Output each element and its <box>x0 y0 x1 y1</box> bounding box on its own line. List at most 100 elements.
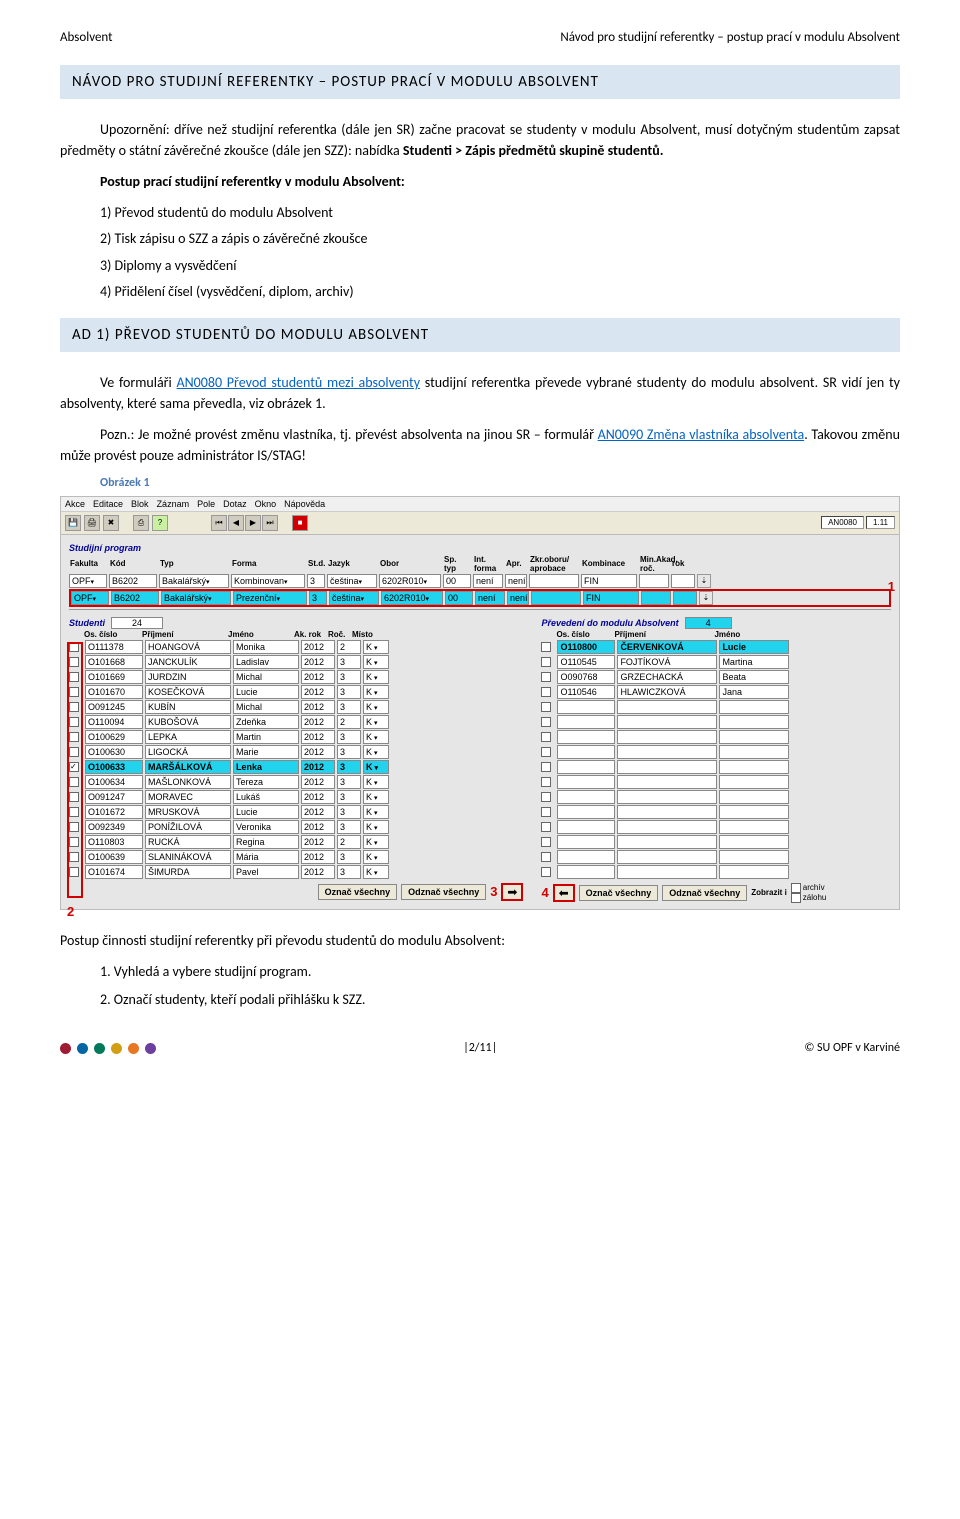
table-row[interactable] <box>541 850 891 864</box>
nav-last-icon[interactable]: ⏭ <box>262 515 278 531</box>
table-row[interactable] <box>541 745 891 759</box>
table-row[interactable]: O101668JANCKULÍKLadislav20123K ▾ <box>69 655 523 669</box>
table-row[interactable]: O110800ČERVENKOVÁLucie <box>541 640 891 654</box>
program-cell[interactable]: B6202 <box>109 574 157 588</box>
table-row[interactable]: O101672MRUSKOVÁLucie20123K ▾ <box>69 805 523 819</box>
row-checkbox[interactable] <box>69 642 79 652</box>
row-checkbox[interactable] <box>69 717 79 727</box>
program-cell[interactable]: 6202R010▾ <box>379 574 441 588</box>
menu-item[interactable]: Okno <box>255 499 277 509</box>
unmark-all-button[interactable]: Odznač všechny <box>401 884 486 900</box>
toolbar-icon[interactable]: ✖ <box>103 515 119 531</box>
table-row[interactable]: O100629LEPKAMartin20123K ▾ <box>69 730 523 744</box>
row-checkbox[interactable] <box>69 807 79 817</box>
program-cell[interactable]: OPF▾ <box>71 591 109 605</box>
program-row-selected[interactable]: OPF▾B6202Bakalářský▾Prezenční▾3čeština▾6… <box>69 589 891 607</box>
table-row[interactable] <box>541 715 891 729</box>
program-cell[interactable] <box>673 591 697 605</box>
row-checkbox[interactable] <box>541 852 551 862</box>
row-checkbox[interactable] <box>541 822 551 832</box>
menu-item[interactable]: Blok <box>131 499 149 509</box>
row-checkbox[interactable] <box>69 777 79 787</box>
row-checkbox[interactable] <box>69 852 79 862</box>
unmark-all-button-2[interactable]: Odznač všechny <box>662 885 747 901</box>
program-cell[interactable]: FIN <box>583 591 639 605</box>
archiv-checkbox[interactable] <box>791 883 801 893</box>
table-row[interactable]: O090768GRZECHACKÁBeata <box>541 670 891 684</box>
menu-item[interactable]: Editace <box>93 499 123 509</box>
row-checkbox[interactable] <box>69 732 79 742</box>
row-checkbox[interactable] <box>69 837 79 847</box>
row-checkbox[interactable] <box>69 762 79 772</box>
program-cell[interactable]: FIN <box>581 574 637 588</box>
menu-item[interactable]: Pole <box>197 499 215 509</box>
row-checkbox[interactable] <box>69 867 79 877</box>
menu-item[interactable]: Dotaz <box>223 499 247 509</box>
row-checkbox[interactable] <box>541 807 551 817</box>
link-an0090[interactable]: AN0090 Změna vlastníka absolventa <box>598 426 805 443</box>
table-row[interactable] <box>541 865 891 879</box>
row-checkbox[interactable] <box>69 657 79 667</box>
stop-icon[interactable]: ■ <box>292 515 308 531</box>
row-checkbox[interactable] <box>541 642 551 652</box>
menu-item[interactable]: Nápověda <box>284 499 325 509</box>
program-cell[interactable] <box>641 591 671 605</box>
row-checkbox[interactable] <box>69 672 79 682</box>
program-cell[interactable] <box>531 591 581 605</box>
row-checkbox[interactable] <box>541 702 551 712</box>
row-checkbox[interactable] <box>541 687 551 697</box>
table-row[interactable]: O101674ŠIMURDAPavel20123K ▾ <box>69 865 523 879</box>
row-checkbox[interactable] <box>541 762 551 772</box>
nav-next-icon[interactable]: ▶ <box>245 515 261 531</box>
table-row[interactable]: O110546HLAWICZKOVÁJana <box>541 685 891 699</box>
nav-prev-icon[interactable]: ◀ <box>228 515 244 531</box>
row-checkbox[interactable] <box>69 747 79 757</box>
table-row[interactable]: O111378HOANGOVÁMonika20122K ▾ <box>69 640 523 654</box>
program-cell[interactable] <box>671 574 695 588</box>
toolbar-icon[interactable]: 💾 <box>65 515 81 531</box>
program-cell[interactable]: není <box>475 591 505 605</box>
nav-first-icon[interactable]: ⏮ <box>211 515 227 531</box>
zalohu-checkbox[interactable] <box>791 893 801 903</box>
program-cell[interactable]: čeština▾ <box>329 591 379 605</box>
table-row[interactable]: O100634MAŠLONKOVÁTereza20123K ▾ <box>69 775 523 789</box>
program-cell[interactable]: 00 <box>443 574 471 588</box>
row-checkbox[interactable] <box>541 867 551 877</box>
table-row[interactable]: O100630LIGOCKÁMarie20123K ▾ <box>69 745 523 759</box>
menu-item[interactable]: Akce <box>65 499 85 509</box>
table-row[interactable]: O091245KUBÍNMichal20123K ▾ <box>69 700 523 714</box>
move-right-button[interactable]: ➡ <box>501 883 523 901</box>
row-checkbox[interactable] <box>541 732 551 742</box>
toolbar-icon[interactable]: 🖨 <box>84 515 100 531</box>
table-row[interactable]: O101669JURDZINMichal20123K ▾ <box>69 670 523 684</box>
program-cell[interactable]: není <box>473 574 503 588</box>
table-row[interactable]: O100633MARŠÁLKOVÁLenka20123K ▾ <box>69 760 523 774</box>
row-checkbox[interactable] <box>541 777 551 787</box>
program-cell[interactable]: Bakalářský▾ <box>159 574 229 588</box>
row-checkbox[interactable] <box>541 672 551 682</box>
move-left-button[interactable]: ⬅ <box>553 884 575 902</box>
program-cell[interactable]: 3 <box>309 591 327 605</box>
row-checkbox[interactable] <box>541 747 551 757</box>
program-cell[interactable]: Kombinovan▾ <box>231 574 305 588</box>
row-checkbox[interactable] <box>69 687 79 697</box>
table-row[interactable] <box>541 805 891 819</box>
row-checkbox[interactable] <box>69 702 79 712</box>
program-cell[interactable]: 00 <box>445 591 473 605</box>
table-row[interactable]: O110803RUCKÁRegina20122K ▾ <box>69 835 523 849</box>
program-cell[interactable]: čeština▾ <box>327 574 377 588</box>
table-row[interactable] <box>541 790 891 804</box>
table-row[interactable]: O110094KUBOŠOVÁZdeňka20122K ▾ <box>69 715 523 729</box>
program-cell[interactable]: Bakalářský▾ <box>161 591 231 605</box>
link-an0080[interactable]: AN0080 Převod studentů mezi absolventy <box>177 374 421 391</box>
program-cell[interactable] <box>529 574 579 588</box>
table-row[interactable]: O101670KOSEČKOVÁLucie20123K ▾ <box>69 685 523 699</box>
program-cell[interactable] <box>639 574 669 588</box>
table-row[interactable] <box>541 820 891 834</box>
table-row[interactable]: O092349PONÍŽILOVÁVeronika20123K ▾ <box>69 820 523 834</box>
program-cell[interactable]: není <box>507 591 529 605</box>
table-row[interactable]: O110545FOJTÍKOVÁMartina <box>541 655 891 669</box>
program-cell[interactable]: B6202 <box>111 591 159 605</box>
table-row[interactable]: O100639SLANINÁKOVÁMária20123K ▾ <box>69 850 523 864</box>
table-row[interactable] <box>541 775 891 789</box>
